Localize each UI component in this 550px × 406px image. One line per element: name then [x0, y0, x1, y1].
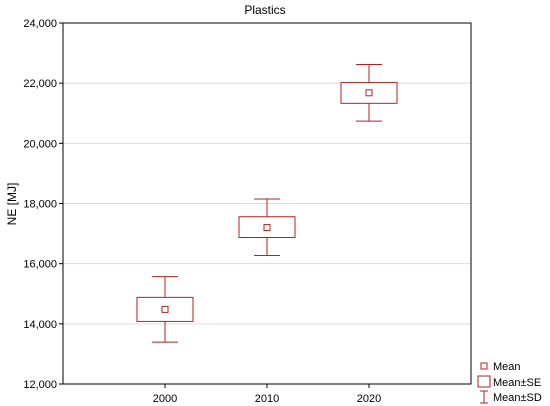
y-tick-label: 18,000 — [23, 199, 57, 211]
legend: Mean Mean±SE Mean±SD — [477, 361, 542, 404]
axis-ticks: 12,000 14,000 16,000 18,000 20,000 22,000 24,0… — [23, 18, 381, 405]
legend-label: Mean±SD — [493, 392, 542, 404]
legend-label: Mean±SE — [493, 377, 541, 389]
box-series — [136, 64, 398, 343]
y-tick-label: 22,000 — [23, 78, 57, 90]
x-tick-label: 2020 — [357, 393, 381, 405]
legend-se-icon — [477, 375, 491, 388]
box-group-2000 — [136, 276, 194, 343]
y-tick-label: 24,000 — [23, 18, 57, 30]
mean-marker — [263, 224, 271, 232]
y-tick-label: 12,000 — [23, 379, 57, 391]
x-tick-label: 2010 — [255, 393, 279, 405]
legend-label: Mean — [493, 361, 521, 373]
plot-area-frame — [62, 22, 472, 385]
y-axis-label: NE [MJ] — [5, 183, 19, 226]
box-group-2020 — [340, 64, 398, 122]
y-tick-label: 20,000 — [23, 138, 57, 150]
x-tick-label: 2000 — [153, 393, 177, 405]
y-tick-label: 14,000 — [23, 319, 57, 331]
legend-mean-icon — [480, 362, 488, 370]
mean-marker — [161, 305, 169, 313]
box-group-2010 — [238, 198, 296, 257]
y-tick-label: 16,000 — [23, 259, 57, 271]
mean-marker — [365, 89, 373, 97]
chart-title: Plastics — [244, 3, 285, 17]
